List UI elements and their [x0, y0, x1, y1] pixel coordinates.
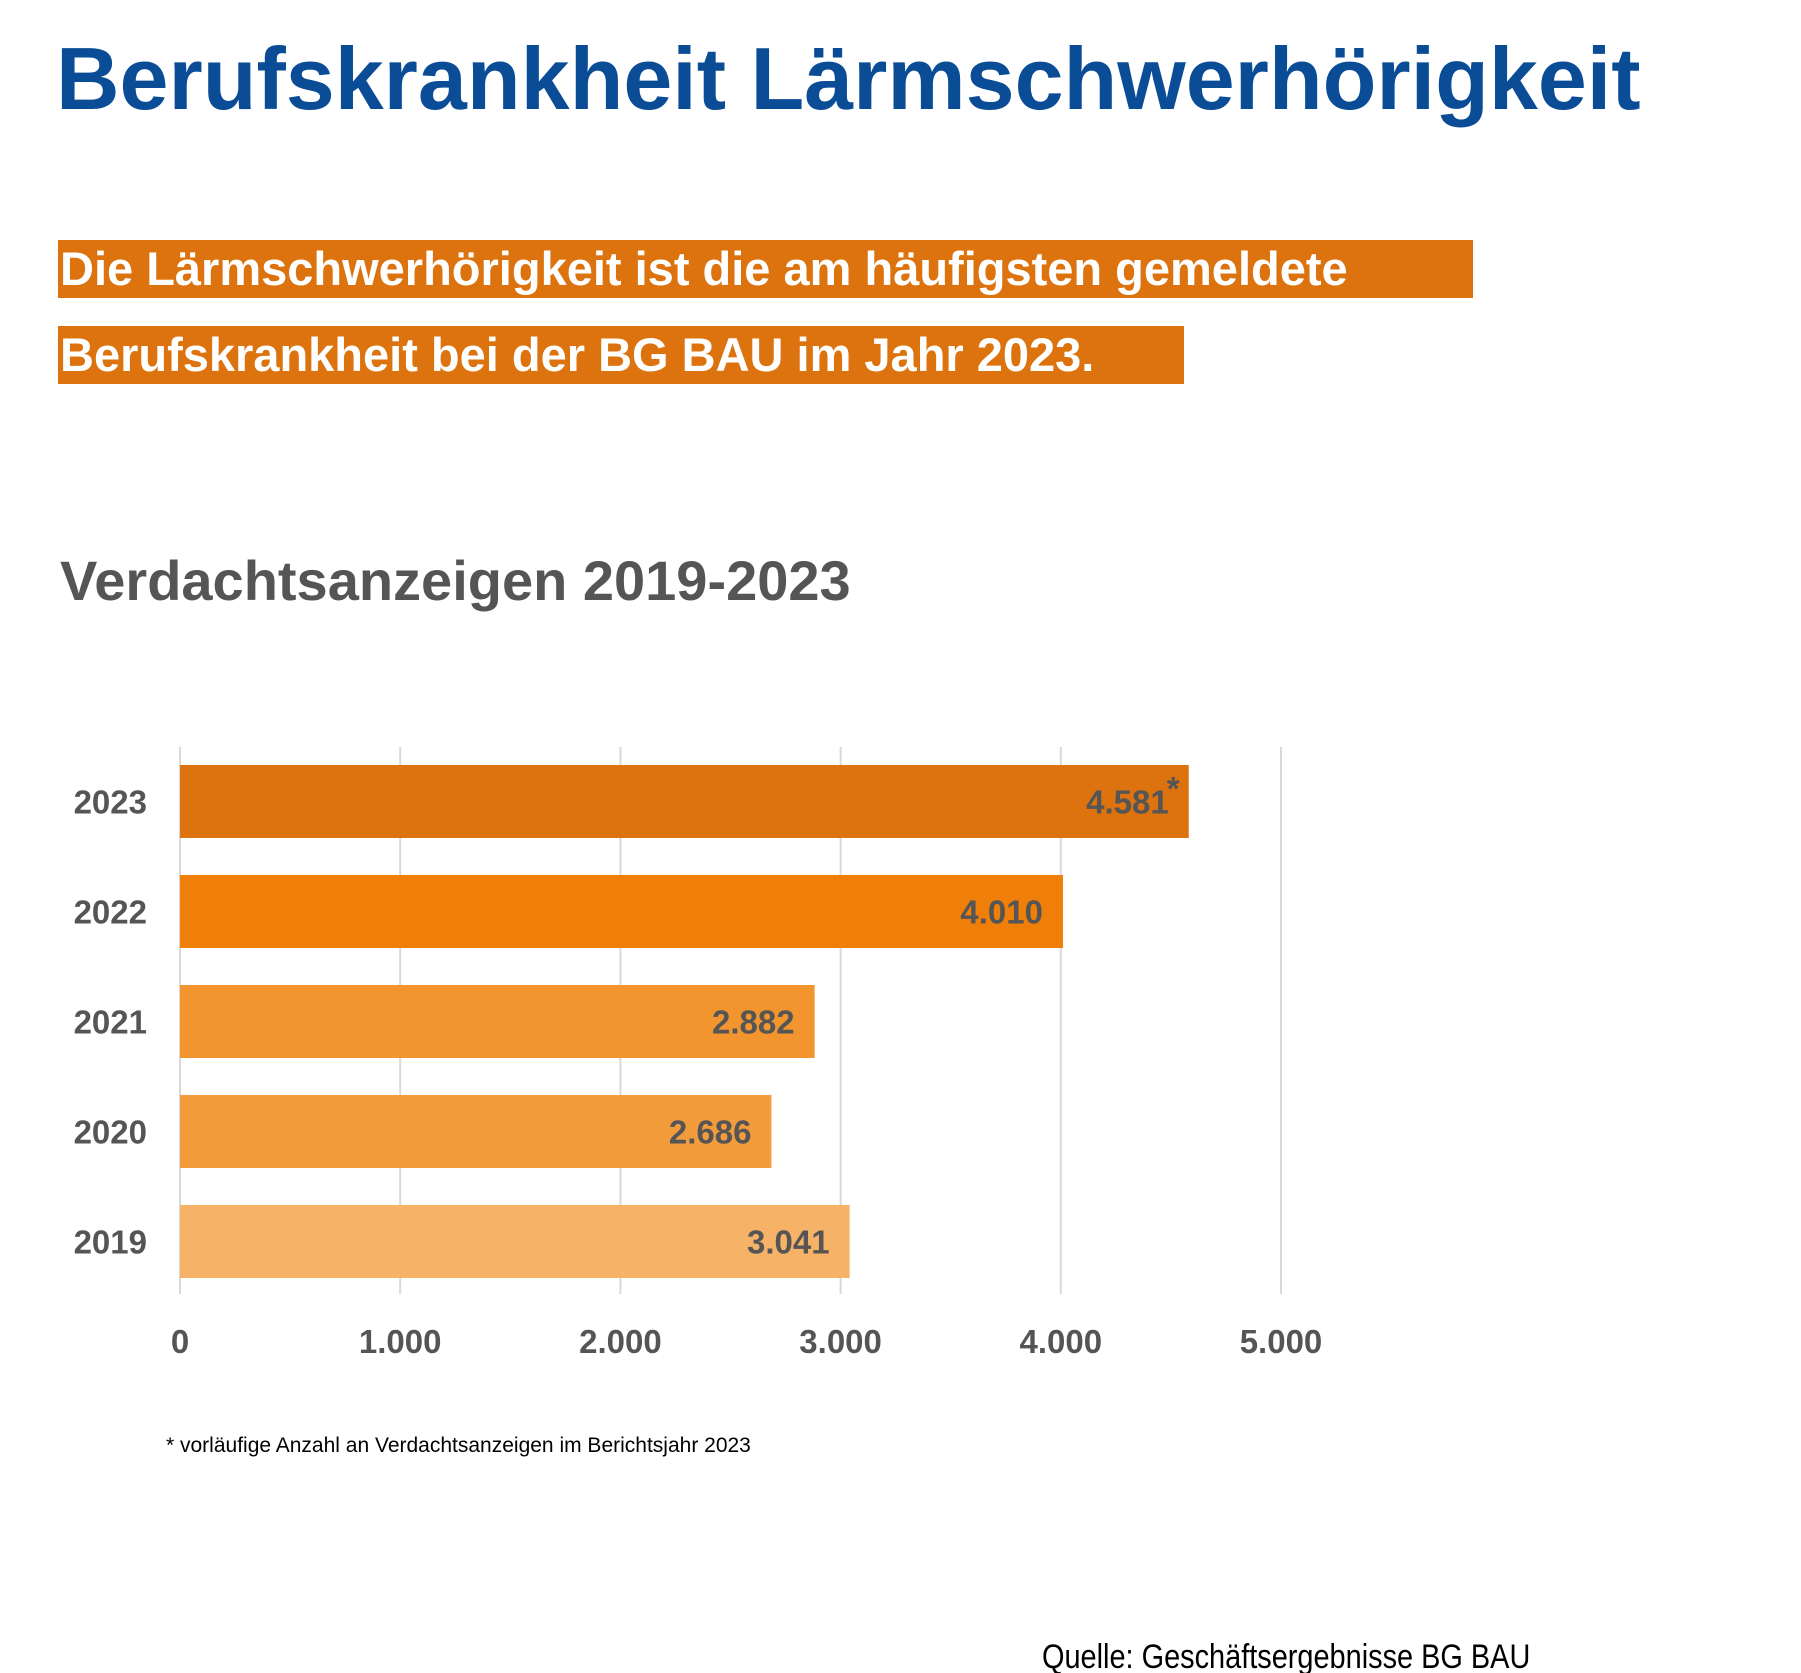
y-tick-label: 2022 — [74, 894, 147, 931]
data-label: 4.581 — [1086, 784, 1169, 821]
y-tick-label: 2019 — [74, 1224, 147, 1261]
y-tick-label: 2020 — [74, 1114, 147, 1151]
data-label: 2.882 — [712, 1004, 795, 1041]
x-tick-label: 5.000 — [1240, 1323, 1323, 1360]
x-tick-label: 0 — [171, 1323, 189, 1360]
x-tick-label: 4.000 — [1020, 1323, 1103, 1360]
bar-2022 — [180, 875, 1064, 948]
bar-2019 — [180, 1205, 850, 1278]
source-note: Quelle: Geschäftsergebnisse BG BAU — [1042, 1638, 1531, 1673]
bar-2021 — [180, 985, 815, 1058]
x-tick-label: 2.000 — [579, 1323, 662, 1360]
annotation-asterisk: * — [1167, 770, 1180, 807]
x-tick-label: 1.000 — [359, 1323, 442, 1360]
highlight-line-2: Berufskrankheit bei der BG BAU im Jahr 2… — [58, 326, 1184, 384]
data-label: 2.686 — [669, 1114, 752, 1151]
chart-title: Verdachtsanzeigen 2019-2023 — [60, 549, 851, 612]
bar-2023 — [180, 765, 1189, 838]
data-label: 3.041 — [747, 1224, 830, 1261]
x-tick-label: 3.000 — [799, 1323, 882, 1360]
y-tick-label: 2021 — [74, 1004, 147, 1041]
y-tick-label: 2023 — [74, 784, 147, 821]
footnote: * vorläufige Anzahl an Verdachtsanzeigen… — [166, 1434, 751, 1457]
highlight-line-1: Die Lärmschwerhörigkeit ist die am häufi… — [58, 240, 1473, 298]
page-title: Berufskrankheit Lärmschwerhörigkeit — [56, 29, 1641, 128]
bar-2020 — [180, 1095, 772, 1168]
data-label: 4.010 — [960, 894, 1043, 931]
